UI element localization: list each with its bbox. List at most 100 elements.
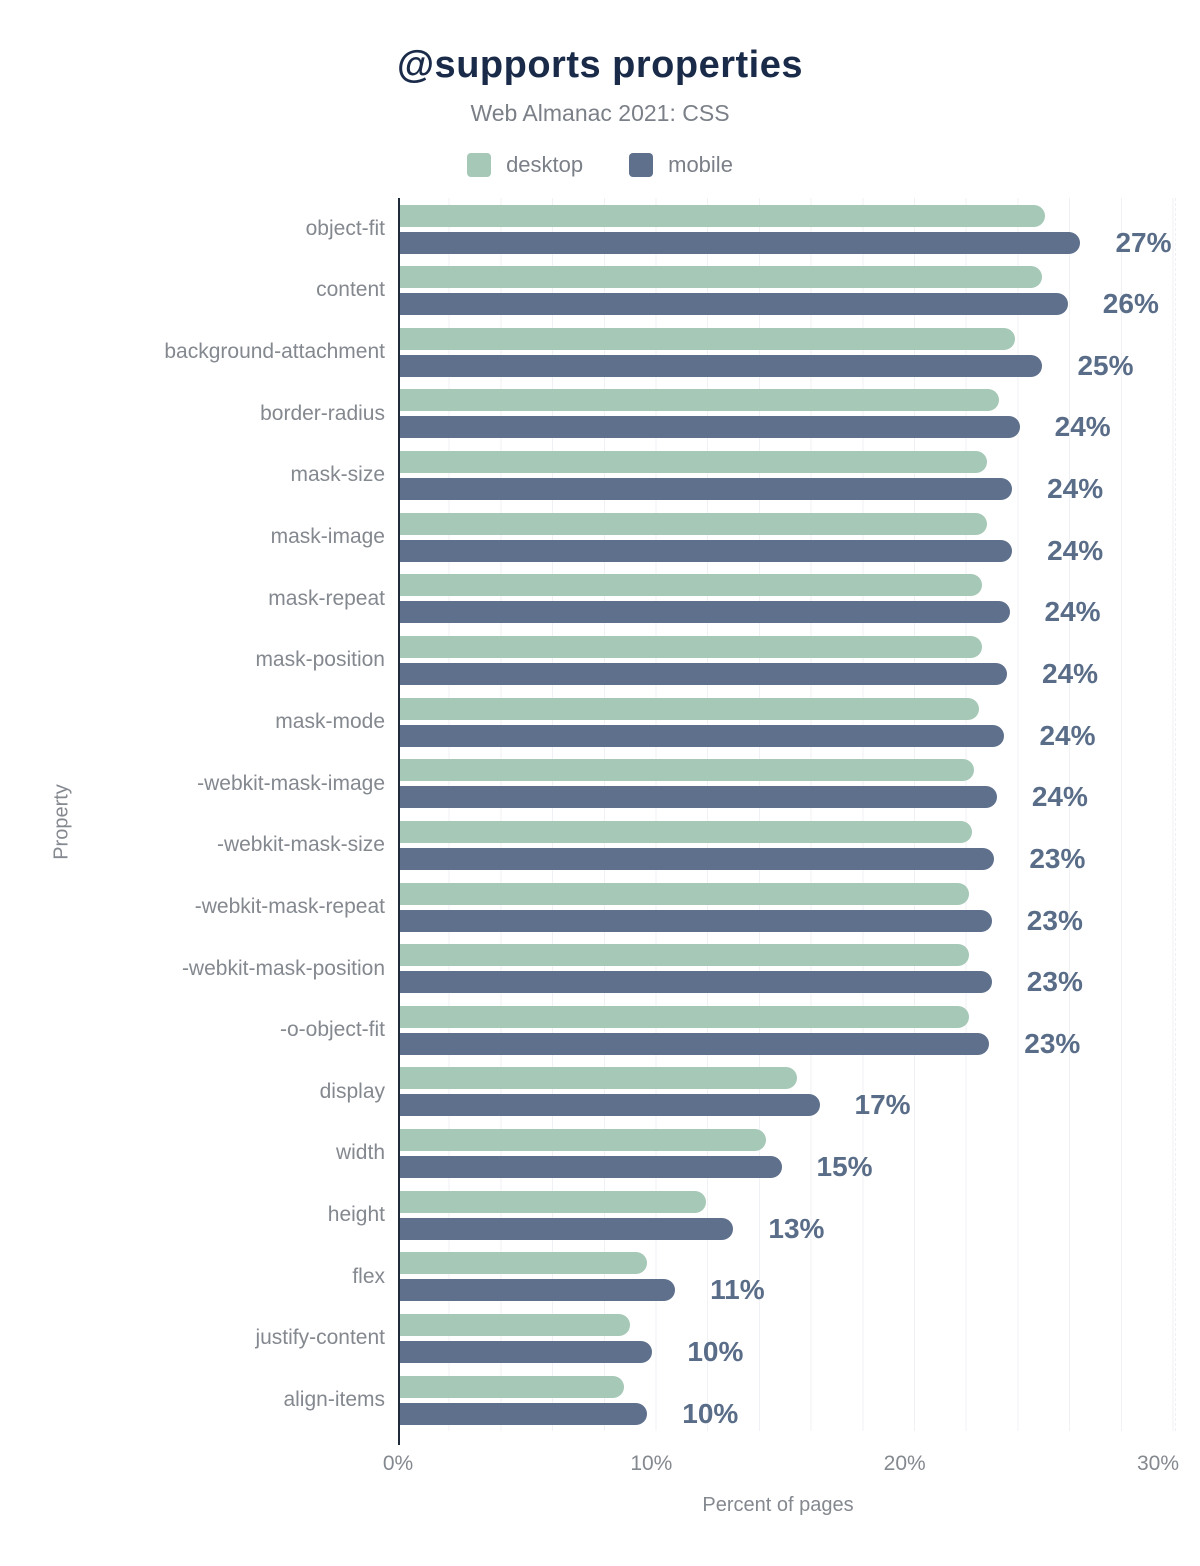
- bar-row: 24%: [398, 629, 1175, 691]
- category-row: width: [120, 1123, 398, 1185]
- value-label: 13%: [768, 1212, 825, 1244]
- bar-row: 24%: [398, 506, 1175, 568]
- bar-row: 24%: [398, 691, 1175, 753]
- legend-item-mobile: mobile: [629, 152, 733, 178]
- mobile-bar: [399, 231, 1081, 254]
- mobile-bar: [399, 1402, 648, 1425]
- category-label: mask-image: [270, 525, 385, 549]
- category-label: align-items: [283, 1387, 385, 1411]
- category-label: content: [316, 278, 385, 302]
- category-row: mask-repeat: [120, 568, 398, 630]
- value-label: 24%: [1039, 719, 1096, 751]
- bar-row: 24%: [398, 445, 1175, 507]
- mobile-bar: [399, 724, 1005, 747]
- category-row: -webkit-mask-repeat: [120, 876, 398, 938]
- desktop-bar: [399, 512, 987, 535]
- category-row: mask-image: [120, 506, 398, 568]
- mobile-bar: [399, 786, 997, 809]
- desktop-bar: [399, 327, 1015, 350]
- x-axis-title: Percent of pages: [702, 1494, 854, 1516]
- mobile-bar: [399, 909, 992, 932]
- desktop-bar: [399, 1375, 625, 1398]
- chart-title: @supports properties: [397, 44, 803, 86]
- category-label: mask-mode: [275, 709, 385, 733]
- legend-label-desktop: desktop: [506, 152, 584, 177]
- mobile-bar: [399, 1217, 734, 1240]
- category-row: display: [120, 1061, 398, 1123]
- category-row: mask-mode: [120, 691, 398, 753]
- category-label: -o-object-fit: [279, 1018, 385, 1042]
- desktop-swatch-icon: [467, 153, 492, 177]
- value-label: 15%: [816, 1151, 873, 1183]
- mobile-bar: [399, 354, 1043, 377]
- desktop-bar: [399, 1005, 969, 1028]
- value-label: 11%: [710, 1274, 765, 1306]
- value-label: 23%: [1029, 842, 1086, 874]
- value-label: 24%: [1044, 596, 1101, 628]
- value-label: 17%: [854, 1089, 911, 1121]
- category-row: object-fit: [120, 198, 398, 260]
- bar-row: 11%: [398, 1246, 1175, 1308]
- bar-row: 24%: [398, 753, 1175, 815]
- bar-row: 27%: [398, 198, 1175, 260]
- desktop-bar: [399, 1252, 648, 1275]
- category-label: object-fit: [305, 216, 385, 240]
- mobile-bar: [399, 971, 992, 994]
- bar-row: 23%: [398, 999, 1175, 1061]
- category-label: height: [327, 1203, 385, 1227]
- plot-area: object-fit content background-attachment bo…: [120, 198, 1200, 1445]
- category-row: height: [120, 1184, 398, 1246]
- desktop-bar: [399, 944, 969, 967]
- category-label: mask-repeat: [268, 586, 385, 610]
- x-tick-label: 0%: [382, 1452, 414, 1475]
- mobile-bar: [399, 416, 1020, 439]
- category-label: width: [335, 1141, 385, 1165]
- category-row: -webkit-mask-size: [120, 814, 398, 876]
- category-row: content: [120, 260, 398, 322]
- category-label: mask-position: [255, 648, 385, 672]
- category-row: -o-object-fit: [120, 999, 398, 1061]
- bar-row: 10%: [398, 1308, 1175, 1370]
- category-label: background-attachment: [164, 340, 385, 364]
- value-label: 10%: [682, 1397, 739, 1429]
- category-label: -webkit-mask-repeat: [194, 894, 385, 918]
- category-row: align-items: [120, 1369, 398, 1431]
- bar-row: 23%: [398, 938, 1175, 1000]
- value-label: 24%: [1047, 473, 1104, 505]
- value-label: 23%: [1024, 1027, 1081, 1059]
- category-row: -webkit-mask-image: [120, 753, 398, 815]
- bar-row: 24%: [398, 568, 1175, 630]
- y-axis-labels: object-fit content background-attachment bo…: [120, 198, 398, 1431]
- category-row: -webkit-mask-position: [120, 938, 398, 1000]
- value-label: 24%: [1031, 781, 1088, 813]
- category-label: justify-content: [255, 1326, 385, 1350]
- desktop-bar: [399, 635, 982, 658]
- bar-row: 17%: [398, 1061, 1175, 1123]
- category-row: mask-size: [120, 445, 398, 507]
- bar-row: 23%: [398, 876, 1175, 938]
- category-row: mask-position: [120, 629, 398, 691]
- desktop-bar: [399, 1314, 630, 1337]
- category-label: mask-size: [290, 463, 385, 487]
- bar-row: 10%: [398, 1369, 1175, 1431]
- category-label: flex: [352, 1264, 385, 1288]
- mobile-bar: [399, 1156, 782, 1179]
- desktop-bar: [399, 697, 980, 720]
- mobile-bar: [399, 539, 1013, 562]
- value-label: 24%: [1042, 657, 1099, 689]
- category-row: background-attachment: [120, 321, 398, 383]
- value-label: 23%: [1026, 966, 1083, 998]
- category-row: justify-content: [120, 1308, 398, 1370]
- value-label: 24%: [1054, 411, 1111, 443]
- category-label: border-radius: [260, 401, 385, 425]
- bar-row: 23%: [398, 814, 1175, 876]
- bar-row: 26%: [398, 260, 1175, 322]
- mobile-bar: [399, 847, 995, 870]
- bar-row: 24%: [398, 383, 1175, 445]
- desktop-bar: [399, 882, 969, 905]
- value-label: 27%: [1115, 226, 1172, 258]
- desktop-bar: [399, 389, 1000, 412]
- desktop-bar: [399, 266, 1043, 289]
- mobile-bar: [399, 601, 1010, 624]
- desktop-bar: [399, 204, 1045, 227]
